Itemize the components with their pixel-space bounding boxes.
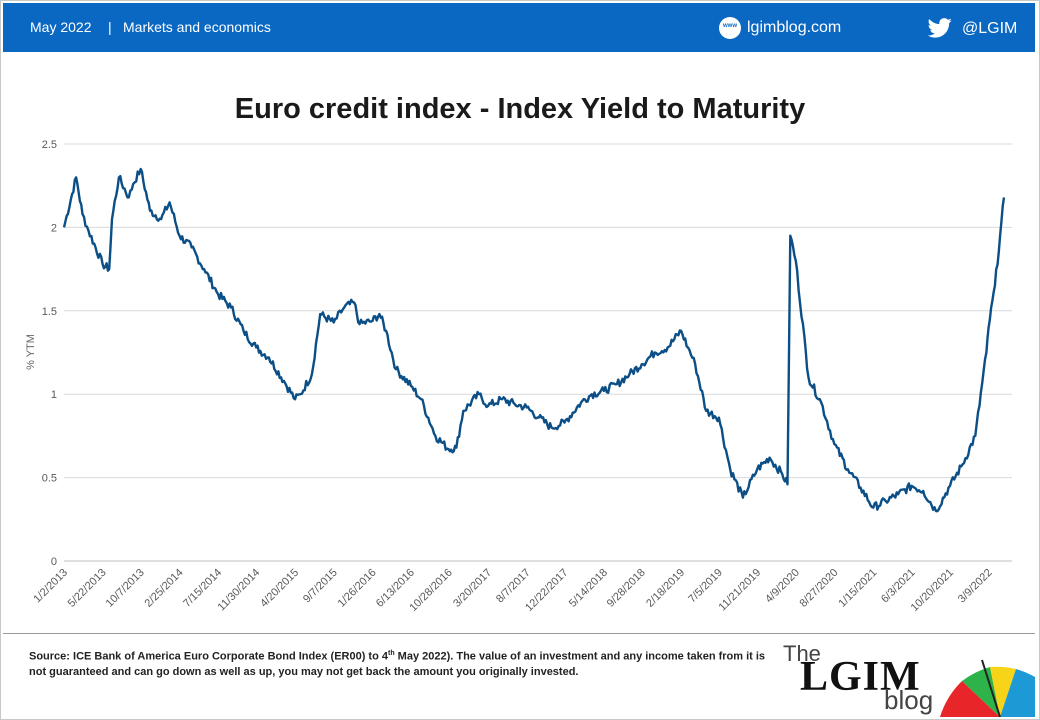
x-tick-label: 2/18/2019 (644, 567, 687, 610)
x-tick-label: 4/20/2015 (258, 567, 301, 610)
x-tick-label: 7/5/2019 (686, 567, 725, 606)
x-tick-label: 4/9/2020 (763, 567, 802, 606)
y-axis-label: % YTM (25, 334, 37, 370)
twitter-bird-icon[interactable] (928, 18, 952, 38)
y-tick-label: 0 (51, 556, 57, 568)
source-note: Source: ICE Bank of America Euro Corpora… (29, 646, 784, 680)
twitter-handle-link[interactable]: @LGIM (962, 20, 1018, 37)
y-tick-label: 1.5 (42, 306, 57, 318)
source-text-end: May 2022). The value of an investment an… (29, 650, 766, 678)
chart-title: Euro credit index - Index Yield to Matur… (234, 93, 806, 125)
logo-lgim-text: LGIM (800, 654, 921, 700)
x-tick-label: 5/22/2013 (66, 567, 109, 610)
header-bar: May 2022 | Markets and economics www lgi… (3, 3, 1035, 52)
x-tick-label: 9/28/2018 (605, 567, 648, 610)
www-globe-icon: www (719, 17, 741, 39)
logo-blog-text: blog (884, 685, 934, 715)
gridlines (64, 143, 1012, 562)
x-tick-label: 1/15/2021 (836, 567, 879, 610)
x-tick-label: 10/7/2013 (104, 567, 147, 610)
x-tick-label: 9/7/2015 (301, 567, 340, 606)
x-tick-label: 2/25/2014 (143, 567, 186, 610)
y-axis: 0 0.5 1 1.5 2 2.5 (42, 139, 57, 568)
x-tick-label: 1/2/2013 (31, 567, 70, 606)
x-tick-label: 8/7/2017 (494, 567, 533, 606)
header-date: May 2022 (30, 19, 92, 35)
series-line-ytm (62, 167, 1006, 513)
website-label: lgimblog.com (747, 19, 842, 36)
line-chart: 00.511.522.5 1/2/20135/22/201310/7/20132… (25, 139, 1012, 614)
footer-divider (3, 633, 1035, 634)
www-icon-text: www (722, 23, 737, 29)
x-tick-label: 6/3/2021 (879, 567, 918, 606)
y-tick-label: 0.5 (42, 473, 57, 485)
x-tick-label: 5/14/2018 (567, 567, 610, 610)
x-tick-label: 3/20/2017 (451, 567, 494, 610)
y-tick-label: 1 (51, 389, 57, 401)
source-text-start: Source: ICE Bank of America Euro Corpora… (29, 650, 388, 663)
x-axis: 1/2/20135/22/201310/7/20132/25/20147/15/… (31, 567, 994, 614)
y-tick-label: 2.5 (42, 139, 57, 151)
source-superscript: th (388, 650, 395, 657)
y-tick-label: 2 (51, 222, 57, 234)
logo-the-text: The (783, 641, 821, 666)
x-tick-label: 1/26/2016 (336, 567, 379, 610)
header-separator: | (108, 19, 112, 35)
header-category-link[interactable]: Markets and economics (123, 19, 271, 35)
x-tick-label: 8/27/2020 (797, 567, 840, 610)
x-tick-label: 3/9/2022 (956, 567, 995, 606)
umbrella-logo-icon (940, 659, 1035, 717)
